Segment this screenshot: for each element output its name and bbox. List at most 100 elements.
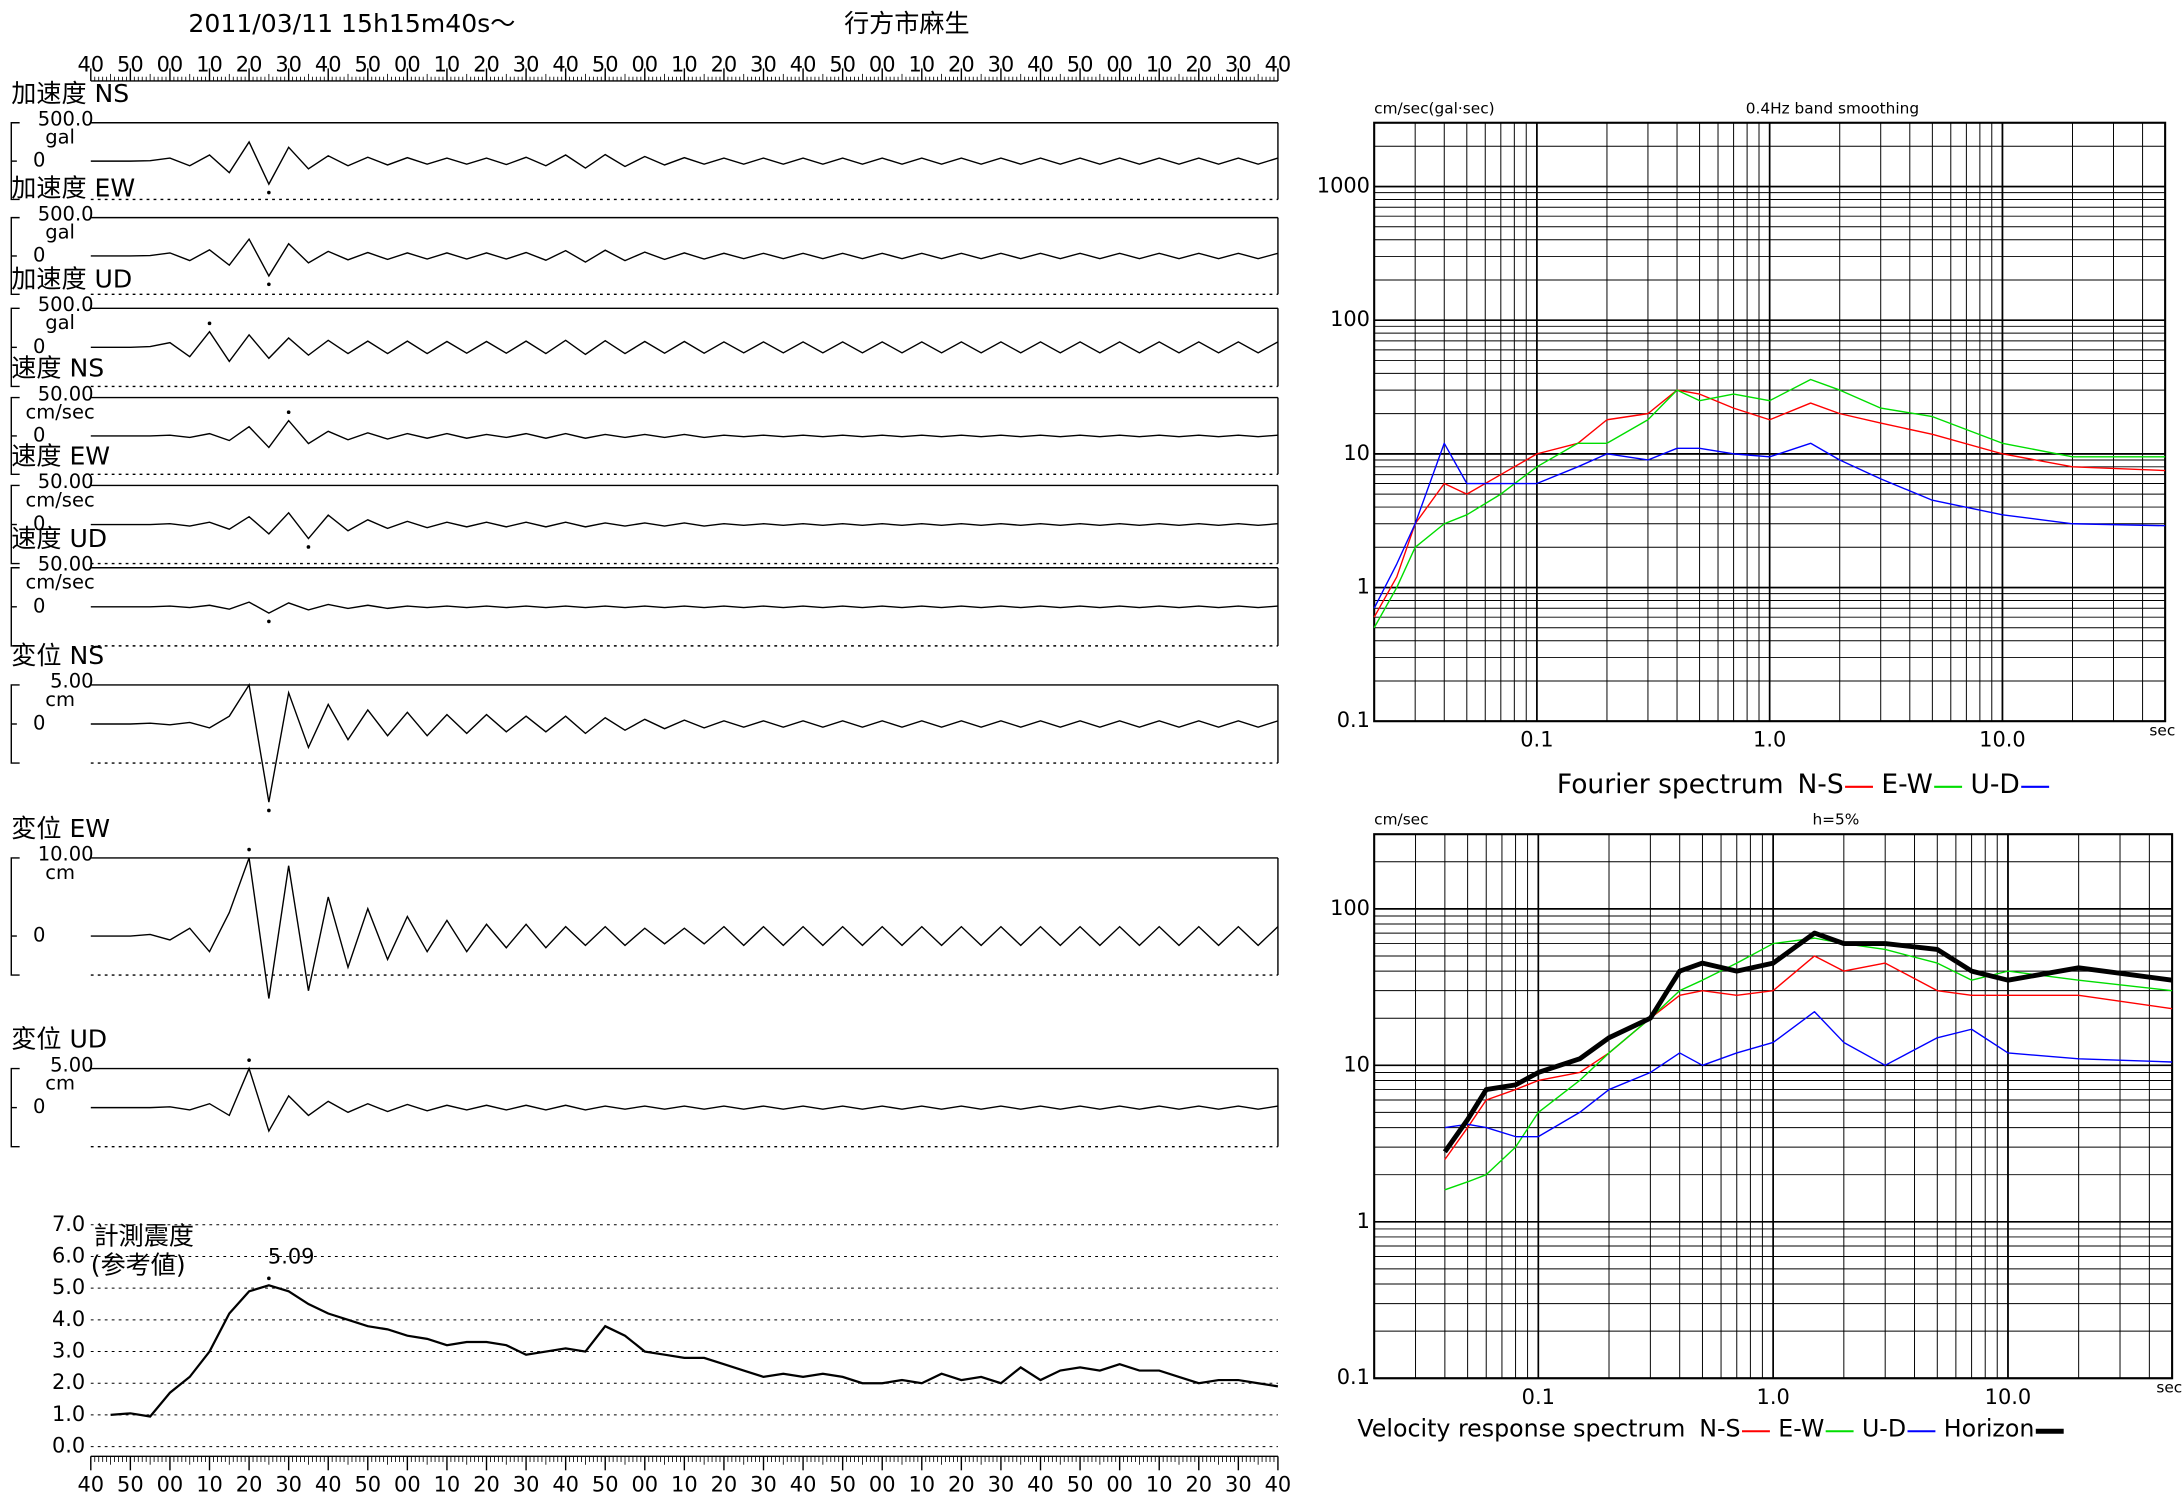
y-tick-label: 10	[1343, 441, 1370, 465]
y-tick-label: 0	[33, 594, 45, 617]
panel-title: 加速度 NS	[11, 79, 129, 108]
y-tick-label: 0.1	[1337, 708, 1370, 732]
y-tick-label: 0.0	[52, 1434, 85, 1458]
trace	[90, 330, 1279, 363]
x-tick-label: 1.0	[1757, 1385, 1790, 1409]
spectrum-line	[1373, 378, 2166, 629]
x-tick-label: 1.0	[1753, 728, 1786, 752]
peak-dot	[247, 847, 251, 852]
x-tick-label: 50	[1067, 53, 1094, 77]
y-tick-label: 0	[33, 335, 45, 358]
x-tick-label: 00	[869, 53, 896, 77]
y-axis-label: cm/sec	[1374, 811, 1428, 829]
y-tick-label: 500.0	[38, 107, 94, 130]
trace	[90, 511, 1278, 540]
spectrum-line	[1442, 930, 2173, 1154]
y-tick-label: 1	[1357, 575, 1370, 599]
x-tick-label: 10	[1146, 1473, 1173, 1497]
y-tick-label: 1	[1357, 1209, 1370, 1233]
x-tick-label: 40	[77, 1473, 104, 1497]
x-tick-label: 50	[592, 1473, 619, 1497]
spectrum-line	[1444, 937, 2173, 1191]
x-tick-label: 00	[869, 1473, 896, 1497]
unit-label: cm/sec	[25, 400, 94, 423]
x-tick-label: 30	[275, 1473, 302, 1497]
x-tick-label: 10	[434, 1473, 461, 1497]
y-tick-label: 50.00	[38, 382, 94, 405]
y-tick-label: 0	[33, 1095, 45, 1118]
unit-label: cm/sec	[25, 571, 94, 594]
y-tick-label: 5.00	[50, 670, 93, 693]
x-tick-label: 30	[750, 53, 777, 77]
legend-label: N-S	[1699, 1414, 1740, 1442]
legend-label: U-D	[1970, 769, 2019, 800]
chart-subtitle: 0.4Hz band smoothing	[1746, 99, 1919, 117]
peak-dot	[306, 545, 311, 549]
peak-dot	[267, 190, 271, 195]
x-tick-label: 20	[711, 1473, 738, 1497]
spectrum-line	[1444, 955, 2173, 1160]
trace	[90, 683, 1279, 803]
peak-dot	[207, 321, 212, 326]
y-tick-label: 0.1	[1337, 1365, 1370, 1389]
x-tick-label: 40	[315, 1473, 342, 1497]
x-tick-label: 20	[711, 53, 738, 77]
trace	[90, 237, 1279, 278]
x-tick-label: 00	[157, 53, 184, 77]
panel-bracket	[10, 857, 20, 976]
station-name: 行方市麻生	[844, 9, 969, 38]
x-tick-label: 30	[988, 53, 1015, 77]
x-tick-label: 20	[1185, 53, 1212, 77]
x-tick-label: 40	[790, 1473, 817, 1497]
legend-label: Horizon	[1944, 1414, 2035, 1442]
y-tick-label: 2.0	[52, 1370, 85, 1394]
x-tick-label: 50	[117, 53, 144, 77]
peak-dot	[267, 808, 271, 813]
intensity-line	[110, 1284, 1279, 1418]
peak-label: 5.09	[268, 1244, 315, 1268]
x-tick-label: 40	[315, 53, 342, 77]
x-tick-label: 10	[908, 53, 935, 77]
y-tick-label: 50.00	[38, 470, 94, 493]
panel-title: 変位 NS	[11, 641, 104, 670]
x-tick-label: 20	[236, 53, 263, 77]
y-tick-label: 50.00	[38, 552, 94, 575]
x-tick-label: 40	[77, 53, 104, 77]
x-tick-label: 50	[829, 53, 856, 77]
x-tick-label: 30	[750, 1473, 777, 1497]
peak-dot	[267, 282, 271, 287]
peak-dot	[286, 410, 291, 415]
x-tick-label: 30	[1225, 1473, 1252, 1497]
trace	[90, 419, 1278, 449]
panel-title: 加速度 EW	[11, 174, 135, 203]
x-tick-label: 40	[790, 53, 817, 77]
unit-label: gal	[45, 220, 75, 243]
y-tick-label: 3.0	[52, 1339, 85, 1363]
chart-title: 計測震度	[94, 1221, 194, 1250]
unit-label: gal	[45, 126, 75, 149]
x-tick-label: 10	[671, 53, 698, 77]
y-tick-label: 6.0	[52, 1243, 85, 1267]
x-tick-label: 10	[196, 53, 223, 77]
trace	[90, 857, 1279, 999]
x-tick-label: 0.1	[1522, 1385, 1555, 1409]
x-tick-label: 30	[1225, 53, 1252, 77]
trace	[90, 1066, 1279, 1133]
x-tick-label: 10	[196, 1473, 223, 1497]
trace	[90, 601, 1278, 614]
unit-label: cm	[45, 861, 75, 884]
x-tick-label: 20	[473, 1473, 500, 1497]
legend-label: E-W	[1778, 1414, 1824, 1442]
legend-label: E-W	[1881, 769, 1932, 800]
y-tick-label: 4.0	[52, 1307, 85, 1331]
date-title: 2011/03/11 15h15m40s～	[188, 9, 515, 38]
y-tick-label: 100	[1330, 896, 1370, 920]
y-tick-label: 0	[33, 423, 45, 446]
y-tick-label: 0	[33, 711, 45, 734]
y-tick-label: 5.00	[50, 1053, 93, 1076]
y-tick-label: 5.0	[52, 1275, 85, 1299]
x-tick-label: 30	[513, 1473, 540, 1497]
x-tick-label: 20	[948, 1473, 975, 1497]
